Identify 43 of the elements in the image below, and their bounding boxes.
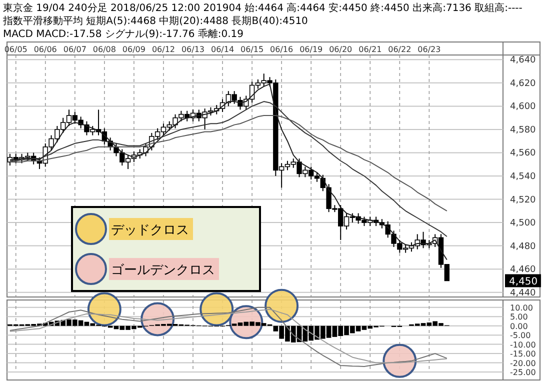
y-tick-label: 10.00 bbox=[510, 303, 533, 312]
y-tick-label: 4,540 bbox=[510, 172, 536, 182]
legend-label: デッドクロス bbox=[111, 223, 189, 238]
x-tick-label: 06/12 bbox=[152, 45, 176, 54]
y-tick-label: -10.00 bbox=[510, 340, 536, 350]
y-tick-label: 4,500 bbox=[510, 218, 536, 229]
y-tick-label: 4,620 bbox=[510, 78, 536, 89]
y-tick-label: 4,580 bbox=[510, 125, 536, 136]
text: MACD MACD:-17.58 シグナル(9):-17.76 乖離:0.19 bbox=[3, 28, 244, 40]
y-tick-label: 4,560 bbox=[510, 148, 536, 159]
x-tick-label: 06/21 bbox=[358, 45, 382, 54]
x-tick-label: 06/19 bbox=[300, 45, 323, 54]
y-tick-label: 4,440 bbox=[510, 288, 536, 298]
y-tick-label: -25.00 bbox=[510, 368, 536, 377]
y-tick-label: 4,460 bbox=[510, 265, 536, 276]
legend-label: ゴールデンクロス bbox=[111, 263, 215, 278]
x-tick-label: 06/07 bbox=[63, 45, 86, 54]
x-tick-label: 06/06 bbox=[34, 45, 57, 54]
y-tick-label: 4,600 bbox=[510, 102, 536, 112]
text: 4,450 bbox=[509, 276, 538, 288]
x-tick-label: 06/20 bbox=[329, 45, 352, 54]
chart-title: 東京金 19/04 240分足 2018/06/25 12:00 201904 始:4464 高:4464 安:4450 終:4450 出来高:7136 取組高:---- bbox=[3, 2, 523, 14]
y-tick-label: -20.00 bbox=[510, 358, 536, 368]
point bbox=[382, 344, 417, 378]
y-tick-label: 4,640 bbox=[510, 56, 536, 66]
chart-subtitle: 指数平滑移動平均 短期A(5):4468 中期(20):4488 長期B(40):4510 bbox=[2, 15, 308, 27]
point bbox=[264, 288, 299, 323]
x-tick-label: 06/22 bbox=[388, 45, 412, 54]
y-tick-label: 4,480 bbox=[510, 242, 536, 252]
x-tick-label: 06/16 bbox=[270, 45, 294, 54]
point bbox=[200, 292, 234, 326]
x-tick-label: 06/14 bbox=[210, 45, 234, 54]
x-tick-label: 06/08 bbox=[92, 45, 116, 54]
x-tick-label: 06/09 bbox=[122, 45, 146, 54]
y-tick-label: 5.00 bbox=[510, 312, 528, 322]
y-tick-label: 0.00 bbox=[510, 322, 528, 331]
y-tick-label: -5.00 bbox=[510, 331, 531, 340]
x-tick-label: 06/15 bbox=[240, 45, 264, 54]
x-tick-label: 06/23 bbox=[418, 45, 441, 54]
y-tick-label: -15.00 bbox=[510, 350, 536, 359]
y-tick-label: 4,520 bbox=[510, 195, 536, 206]
x-tick-label: 06/13 bbox=[181, 45, 205, 54]
point bbox=[87, 292, 122, 326]
